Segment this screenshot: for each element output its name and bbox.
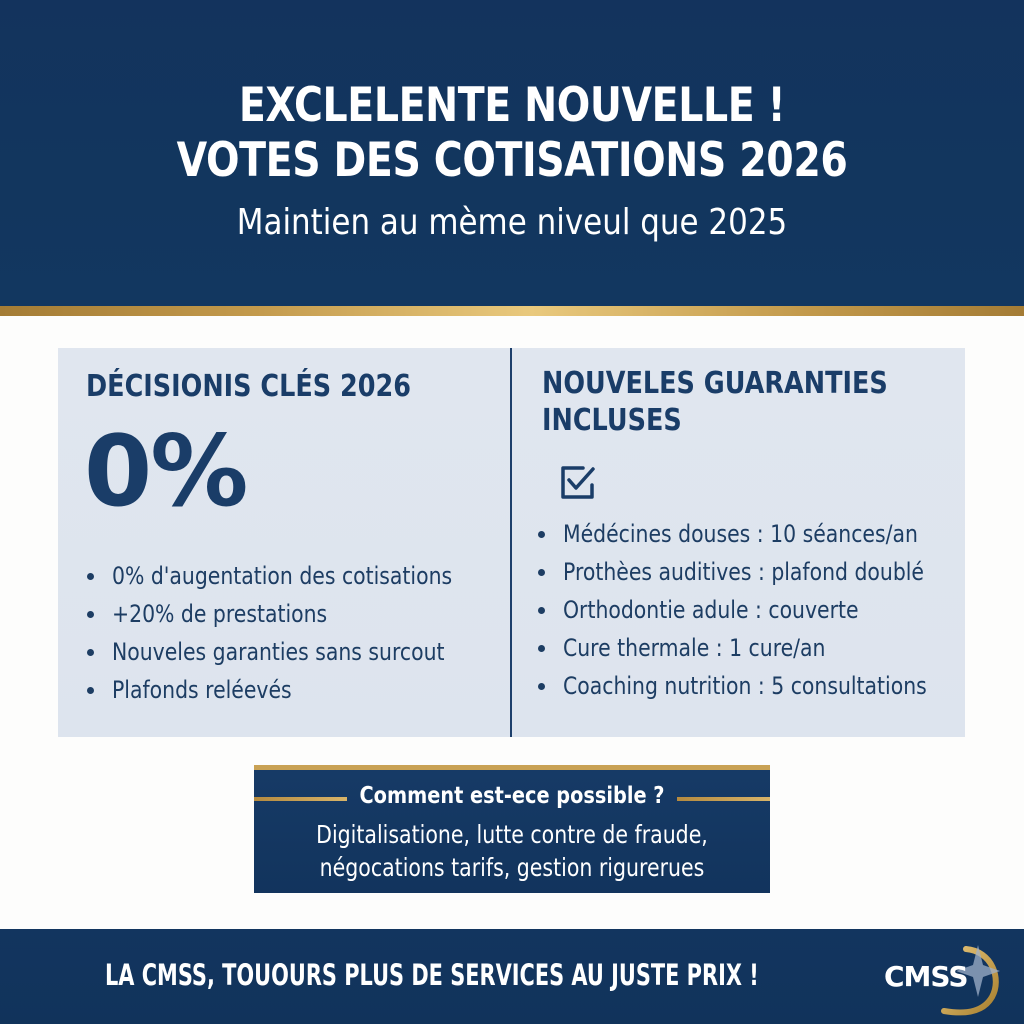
gold-divider-bar	[0, 306, 1024, 316]
checkbox-checked-icon	[561, 466, 595, 499]
footer-tagline: LA CMSS, TOUOURS PLUS DE SERVICES AU JUS…	[105, 958, 759, 992]
right-column-heading-line-1: NOUVELES GUARANTIES	[542, 366, 888, 401]
right-column-heading-line-2: INCLUSES	[542, 403, 682, 438]
bullet-icon	[538, 531, 545, 538]
callout-box: Comment est-ece possible ? Digitalisatio…	[254, 765, 770, 893]
bullet-icon	[87, 687, 94, 694]
headline-line-2: VOTES DES COTISATIONS 2026	[176, 133, 848, 188]
bullet-icon	[538, 645, 545, 652]
callout-title: Comment est-ece possible ?	[359, 783, 665, 809]
bullet-icon	[538, 607, 545, 614]
logo-emblem-icon	[941, 945, 1000, 1016]
big-percentage-value: 0%	[84, 415, 248, 529]
header-banner: EXCLELENTE NOUVELLE ! VOTES DES COTISATI…	[0, 0, 1024, 306]
bullet-icon	[87, 573, 94, 580]
callout-body-line-1: Digitalisatione, lutte contre de fraude,	[316, 820, 708, 849]
gold-line-left	[254, 797, 347, 801]
bullet-icon	[538, 683, 545, 690]
left-column-heading: DÉCISIONIS CLÉS 2026	[86, 369, 411, 404]
bullet-icon	[87, 649, 94, 656]
cmss-logo: CMSS	[880, 941, 1005, 1017]
callout-body-line-2: négocations tarifs, gestion rigurerues	[319, 853, 705, 882]
gold-line-right	[677, 797, 770, 801]
headline-subtitle: Maintien au mème niveul que 2025	[236, 202, 788, 243]
bullet-icon	[538, 569, 545, 576]
logo-text: CMSS	[884, 960, 968, 993]
footer-banner: LA CMSS, TOUOURS PLUS DE SERVICES AU JUS…	[0, 929, 1024, 1024]
headline-line-1: EXCLELENTE NOUVELLE !	[238, 78, 786, 133]
column-divider	[510, 348, 512, 737]
bullet-icon	[87, 611, 94, 618]
